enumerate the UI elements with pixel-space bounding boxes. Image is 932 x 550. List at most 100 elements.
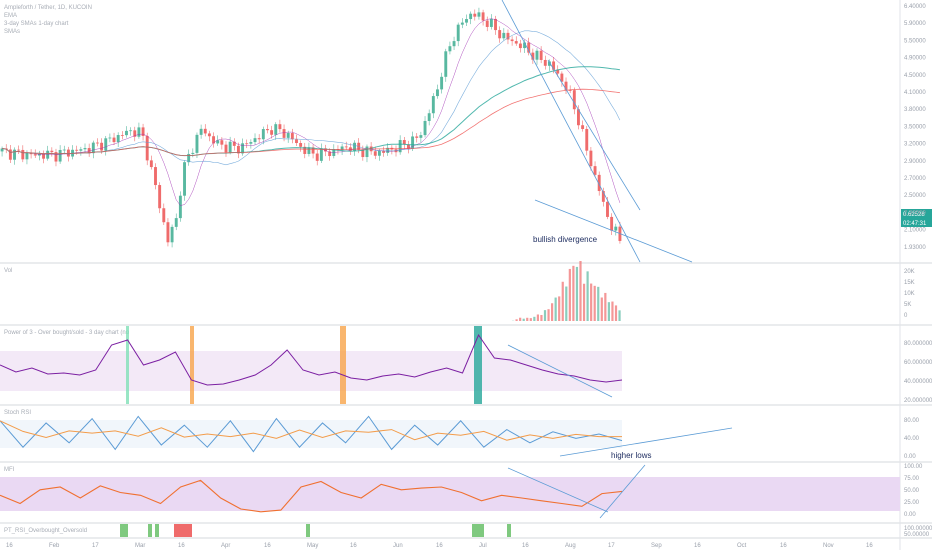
candle-body	[328, 151, 332, 157]
stoch-k-line	[0, 415, 623, 453]
candle-body	[589, 150, 593, 167]
candle-body	[514, 41, 518, 44]
candle-body	[523, 42, 527, 49]
candle-body	[552, 61, 556, 70]
candle-body	[481, 12, 485, 21]
volume-bar	[614, 305, 618, 321]
price-tick-label: 2.30000	[904, 210, 926, 216]
candle-body	[170, 226, 174, 243]
candle-body	[456, 24, 460, 42]
candle-body	[228, 141, 232, 153]
time-tick-label: Mar	[135, 543, 145, 549]
candle-body	[581, 125, 585, 129]
mfi-band	[0, 477, 900, 511]
mfi-title: MFI	[4, 467, 15, 473]
time-tick-label: May	[307, 543, 318, 549]
candle-body	[129, 130, 133, 132]
candle-body	[174, 218, 178, 227]
candle-body	[324, 148, 327, 152]
candle-body	[54, 152, 58, 162]
candle-body	[8, 149, 12, 160]
candle-body	[535, 50, 539, 60]
stoch-trendline	[559, 427, 733, 457]
time-tick-label: 16	[350, 543, 357, 549]
pt-tick-label: 50.00000	[904, 532, 930, 538]
candle-body	[531, 52, 535, 60]
candle-body	[87, 148, 91, 154]
candle-body	[614, 226, 618, 231]
legend-line-3: 3-day SMAs 1-day chart	[4, 21, 69, 27]
candle-body	[212, 136, 216, 144]
candle-body	[303, 146, 307, 154]
symbol-line: Ampleforth / Tether, 1D, KUCOIN	[4, 5, 92, 11]
candle-body	[79, 149, 83, 151]
candle-body	[50, 150, 54, 153]
trendline-upper	[547, 59, 641, 211]
candle-body	[207, 133, 211, 137]
candle-body	[465, 19, 468, 23]
volume-bar	[522, 318, 525, 321]
candle-body	[506, 32, 510, 40]
pt-tick-label: 100.00000	[904, 526, 932, 532]
candle-body	[216, 140, 220, 144]
pow3-pane	[0, 326, 623, 404]
candle-body	[307, 147, 311, 154]
candle-body	[402, 140, 406, 145]
candle-body	[104, 138, 108, 151]
candle-body	[448, 46, 452, 52]
candle-body	[610, 216, 614, 231]
candle-body	[440, 76, 444, 90]
candle-body	[46, 150, 50, 159]
price-tick-label: 1.93000	[904, 245, 926, 251]
candle-body	[158, 185, 162, 209]
volume-bar	[575, 266, 579, 321]
pow3-highlight-bar	[126, 326, 129, 404]
candle-body	[386, 147, 390, 153]
volume-bar	[579, 260, 582, 321]
volume-bar	[597, 286, 600, 321]
price-pane	[0, 0, 693, 263]
candle-body	[25, 152, 29, 160]
pt-signal-bar	[306, 524, 310, 537]
time-tick-label: 16	[522, 543, 529, 549]
candle-body	[411, 136, 415, 149]
volume-bar	[547, 309, 550, 321]
candle-body	[108, 137, 112, 139]
volume-bar	[582, 283, 586, 321]
candle-body	[564, 81, 568, 91]
stoch-tick-label: 40.00	[904, 436, 920, 442]
moving-average-line	[2, 30, 621, 166]
time-tick-label: Apr	[221, 543, 230, 549]
time-tick-label: 16	[178, 543, 185, 549]
candle-body	[419, 135, 423, 138]
volume-bar	[604, 292, 607, 321]
pow3-highlight-bar	[474, 326, 482, 404]
volume-bar	[618, 310, 621, 321]
candle-body	[29, 152, 33, 155]
candle-body	[489, 18, 493, 27]
mfi-tick-label: 100.00	[904, 464, 923, 470]
candle-body	[42, 153, 45, 159]
price-tick-label: 4.90000	[904, 56, 926, 62]
pow3-line	[0, 333, 623, 386]
candle-body	[116, 135, 120, 143]
price-tick-label: 3.80000	[904, 107, 926, 113]
candle-body	[311, 147, 315, 154]
candle-body	[141, 127, 145, 136]
candle-body	[361, 149, 365, 158]
candle-body	[593, 166, 597, 175]
countdown-text: 02:47:31	[903, 221, 927, 227]
candle-body	[299, 143, 303, 147]
time-tick-label: 16	[436, 543, 443, 549]
candle-body	[33, 154, 37, 156]
candle-body	[340, 146, 344, 151]
time-tick-label: 16	[6, 543, 13, 549]
candle-body	[178, 195, 182, 219]
mfi-tick-label: 25.00	[904, 500, 920, 506]
candle-body	[236, 145, 240, 154]
price-tick-label: 4.10000	[904, 90, 926, 96]
candle-body	[253, 138, 257, 143]
volume-bar	[558, 296, 561, 321]
